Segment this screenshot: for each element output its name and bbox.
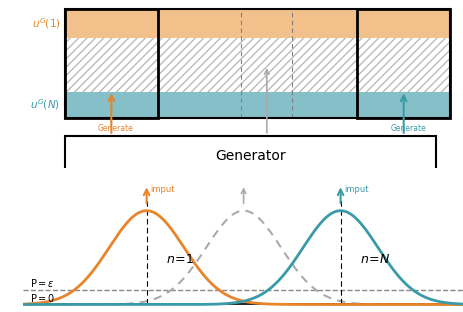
Bar bbox=[65, 9, 157, 118]
Text: $\mathrm{P}=0$: $\mathrm{P}=0$ bbox=[30, 291, 55, 304]
Text: imput: imput bbox=[344, 185, 368, 194]
Bar bbox=[65, 9, 449, 118]
Text: $u_N$: $u_N$ bbox=[395, 0, 411, 2]
Bar bbox=[65, 136, 435, 176]
Text: $u_1$: $u_1$ bbox=[104, 0, 119, 2]
Bar bbox=[357, 9, 449, 118]
Text: $n\!=\!1$: $n\!=\!1$ bbox=[166, 253, 194, 266]
Text: Generate: Generate bbox=[98, 124, 134, 133]
Text: $u^G(1)$: $u^G(1)$ bbox=[31, 16, 60, 31]
Text: $u^G(N)$: $u^G(N)$ bbox=[31, 98, 60, 112]
Text: $n\!=\!N$: $n\!=\!N$ bbox=[360, 253, 390, 266]
Bar bbox=[65, 9, 449, 38]
Bar bbox=[65, 38, 449, 92]
Text: imput: imput bbox=[150, 185, 174, 194]
Text: Generator: Generator bbox=[215, 149, 285, 163]
Text: Generate: Generate bbox=[389, 124, 425, 133]
Bar bbox=[65, 92, 449, 118]
Text: $\mathrm{P}=\varepsilon$: $\mathrm{P}=\varepsilon$ bbox=[30, 277, 55, 290]
